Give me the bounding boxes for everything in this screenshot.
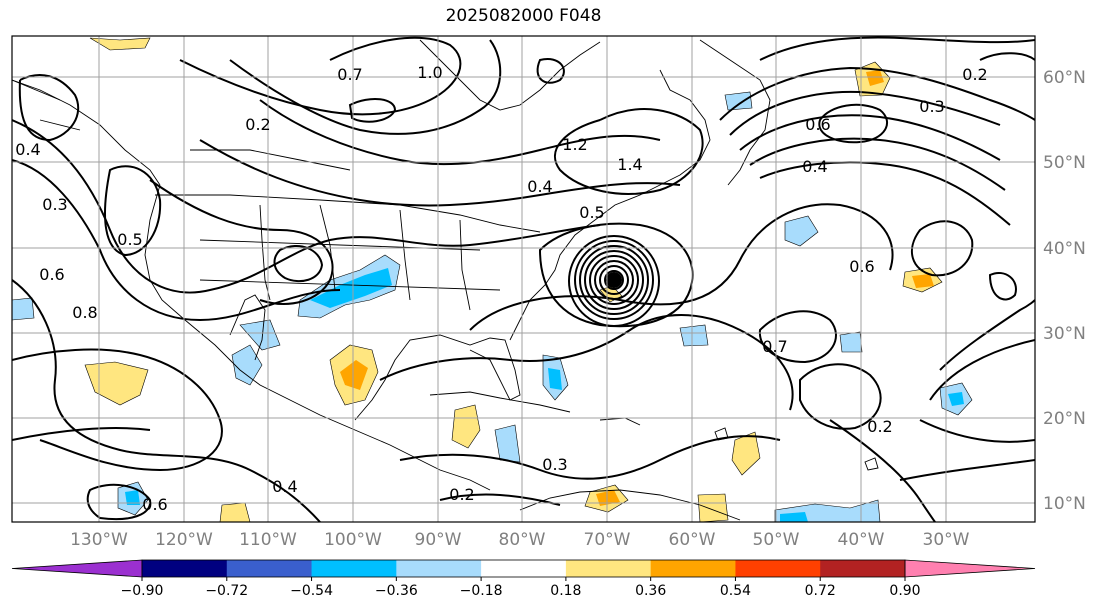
longitude-label: 70°W <box>584 530 631 550</box>
longitude-label: 130°W <box>70 530 128 550</box>
contour-lines <box>12 36 1035 522</box>
colorbar-segment <box>650 560 736 577</box>
contour-label: 0.7 <box>762 337 787 356</box>
colorbar-segment <box>396 560 482 577</box>
colorbar-tick-label: −0.54 <box>290 583 333 599</box>
colorbar-segment <box>735 560 821 577</box>
colorbar-tick-label: 0.90 <box>889 583 920 599</box>
contour-label: 0.4 <box>15 140 40 159</box>
longitude-label: 90°W <box>415 530 462 550</box>
longitude-axis: 130°W 120°W 110°W 100°W 90°W 80°W 70°W 60°W 50°W… <box>70 530 970 550</box>
map-area: 0.2 0.4 0.6 0.8 0.5 0.3 0.7 1.0 1.2 1.4 0.6 0.4 0.2 0… <box>12 36 1035 522</box>
colorbar-tick-label: 0.18 <box>550 583 581 599</box>
colorbar-segment <box>565 560 652 577</box>
contour-label: 0.6 <box>39 265 64 284</box>
colorbar-tick-label: 0.54 <box>720 583 751 599</box>
latitude-axis: 60°N 50°N 40°N 30°N 20°N 10°N <box>1043 68 1086 514</box>
contour-label: 0.2 <box>245 115 270 134</box>
contour-labels: 0.2 0.4 0.6 0.8 0.5 0.3 0.7 1.0 1.2 1.4 0.6 0.4 0.2 0… <box>15 63 987 514</box>
contour-label: 0.3 <box>42 195 67 214</box>
gridlines <box>12 36 1035 522</box>
longitude-label: 100°W <box>324 530 382 550</box>
colorbar-tick-label: −0.36 <box>375 583 418 599</box>
contour-label: 0.5 <box>579 203 604 222</box>
latitude-label: 20°N <box>1043 409 1086 429</box>
colorbar-segment <box>481 560 567 577</box>
contour-label: 0.6 <box>805 115 830 134</box>
contour-label: 0.8 <box>72 303 97 322</box>
contour-label: 0.4 <box>527 177 552 196</box>
latitude-label: 10°N <box>1043 494 1086 514</box>
colorbar-outline <box>141 559 906 578</box>
longitude-label: 120°W <box>155 530 213 550</box>
latitude-label: 50°N <box>1043 153 1086 173</box>
contour-label: 0.4 <box>272 477 297 496</box>
colorbar-max-extension <box>904 559 1036 578</box>
longitude-label: 30°W <box>923 530 970 550</box>
contour-label: 0.2 <box>449 485 474 504</box>
contour-label: 1.4 <box>617 155 642 174</box>
longitude-label: 40°W <box>838 530 885 550</box>
longitude-label: 80°W <box>499 530 546 550</box>
contour-label: 0.6 <box>849 257 874 276</box>
longitude-label: 110°W <box>239 530 297 550</box>
colorbar-tick-label: −0.72 <box>205 583 248 599</box>
contour-label: 0.2 <box>962 65 987 84</box>
contour-label: 0.6 <box>142 495 167 514</box>
colorbar-segment <box>311 560 397 577</box>
colorbar-min-extension <box>11 559 143 578</box>
colorbar-segment <box>820 560 906 577</box>
contour-label: 1.0 <box>417 63 442 82</box>
contour-label: 0.7 <box>337 65 362 84</box>
contour-label: 0.5 <box>117 230 142 249</box>
longitude-label: 50°W <box>753 530 800 550</box>
contour-label: 0.2 <box>867 417 892 436</box>
cyclone-contours <box>568 235 660 327</box>
colorbar-tick-label: 0.72 <box>805 583 836 599</box>
cyclone-center <box>606 272 622 288</box>
map-border <box>11 35 1036 523</box>
colorbar: −0.90 −0.72 −0.54 −0.36 −0.18 0.18 0.36 0.54 0.7… <box>11 559 1036 599</box>
colorbar-segment <box>226 560 313 577</box>
latitude-label: 40°N <box>1043 239 1086 259</box>
colorbar-tick-label: −0.18 <box>460 583 503 599</box>
contour-label: 0.4 <box>802 157 827 176</box>
longitude-label: 60°W <box>669 530 716 550</box>
contour-label: 0.3 <box>919 97 944 116</box>
plot-title: 2025082000 F048 <box>445 6 602 26</box>
colorbar-tick-label: 0.36 <box>635 583 666 599</box>
contour-label: 1.2 <box>562 135 587 154</box>
colorbar-tick-label: −0.90 <box>121 583 164 599</box>
latitude-label: 30°N <box>1043 324 1086 344</box>
contour-label: 0.3 <box>542 455 567 474</box>
colorbar-segment <box>142 560 228 577</box>
latitude-label: 60°N <box>1043 68 1086 88</box>
